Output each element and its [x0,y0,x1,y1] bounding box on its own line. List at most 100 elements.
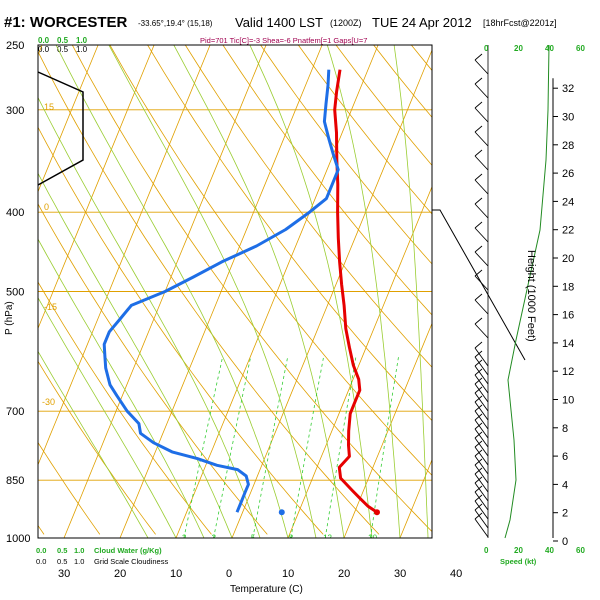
wind-barb [474,203,489,219]
dry-adiabat [38,126,324,535]
height-tick-label: 2 [562,508,568,520]
wind-speed-tick-bottom: 0 [484,546,489,555]
cloud-tick-top: 1.0 [76,45,88,54]
height-tick-label: 8 [562,423,568,435]
cloud-tick-bottom: 0.5 [57,557,67,566]
wind-barb [474,299,489,315]
moist-adiabat [393,45,429,538]
isotherm-line [38,45,211,466]
temperature-tick-label: 10 [170,568,182,580]
wind-barb-flag [474,77,483,85]
height-tick-label: 22 [562,225,574,237]
height-tick-label: 32 [562,83,574,95]
wind-barb-flag [474,440,483,448]
temperature-tick-label: 10 [282,568,294,580]
dry-adiabat [38,360,156,535]
wind-barb [474,392,489,412]
wind-barb-flag [474,503,483,511]
wind-barb-flag [474,149,483,157]
moist-adiabat [108,45,317,538]
height-axis-title: Height (1000 Feet) [525,250,537,342]
isotherm-line [38,45,99,193]
wind-speed-tick-top: 20 [514,44,523,53]
cloud-tick-top-green: 0.0 [38,36,50,45]
height-tick-label: 26 [562,168,574,180]
wind-barb [474,131,489,147]
pressure-tick-label: 300 [6,105,24,117]
y-axis-title: P (hPa) [4,301,15,335]
wind-barb-flag [474,494,483,502]
isotherm-line [175,45,379,538]
wind-barb [474,347,489,367]
cloud-tick-bottom-green: 1.0 [74,546,84,555]
sounding-profiles [102,69,380,516]
isotherm-label: -15 [44,302,57,312]
wind-speed-tick-top: 60 [576,44,585,53]
isotherm-line [63,45,267,538]
isotherm-line [399,458,432,538]
pressure-tick-label: 400 [6,207,24,219]
stability-indices: Pid=701 Tic[C]=-3 Shea=-6 Pnatfem[=1 Gap… [200,36,367,45]
wind-speed-profile [504,44,550,539]
temperature-tick-label: 20 [338,568,350,580]
wind-speed-tick-top: 0 [484,44,489,53]
wind-barb [474,83,489,99]
mixing-ratio-line [213,356,252,538]
wind-barb [474,107,489,123]
valid-time: Valid 1400 LST [235,15,323,30]
wind-barb [474,410,489,430]
wind-barb-flag [474,350,483,358]
wind-barb-flag [474,458,483,466]
temperature-tick-label: 30 [58,568,70,580]
plot-border [37,44,433,539]
bottom-legend: 0.0 0.5 1.0 Cloud Water (g/Kg) 0.0 0.5 1… [36,546,537,595]
wind-barb-flag [474,293,483,301]
height-tick-label: 4 [562,479,568,491]
cloud-tick-bottom-green: 0.5 [57,546,67,555]
wind-barb [474,500,489,520]
moist-adiabat [38,238,205,538]
isotherm-label: 15 [44,102,54,112]
mixing-ratio-label: 5 [251,534,256,543]
wind-barb-flag [474,269,483,277]
wind-barb [474,323,489,339]
wind-barb-flag [474,317,483,325]
wind-barb-flag [474,53,483,61]
height-tick-label: 28 [562,140,574,152]
moist-adiabat [38,172,233,538]
wind-barb [474,227,489,243]
height-tick-label: 18 [562,281,574,293]
dry-adiabat [38,441,101,535]
height-tick-label: 20 [562,253,574,265]
wind-barb [474,383,489,403]
wind-barb [474,428,489,448]
isotherm-label: -30 [42,397,55,407]
wind-barb-flag [474,368,483,376]
wind-barb-flag [474,485,483,493]
mixing-ratio-label: 3 [212,534,217,543]
wind-barb-flag [474,386,483,394]
cloud-tick-top-green: 1.0 [76,36,88,45]
dry-adiabat [38,281,212,535]
cloud-tick-bottom: 1.0 [74,557,84,566]
moist-adiabat [38,96,261,538]
mixing-ratio-label: 8 [289,534,294,543]
wind-barb-flag [474,125,483,133]
height-tick-label: 14 [562,338,574,350]
dry-adiabat [487,45,600,534]
grid-scale-label: Grid Scale Cloudiness [94,557,168,566]
x-axis-title: Temperature (C) [230,584,303,595]
cloud-fraction-profile [37,71,84,186]
moist-adiabat [326,45,401,538]
wind-barb-flag [474,512,483,520]
wind-speed-tick-bottom: 20 [514,546,523,555]
surface-temperature-marker [373,509,380,516]
cloud-tick-top-green: 0.5 [57,36,69,45]
wind-barb [474,275,489,291]
wind-barb-flag [474,431,483,439]
cloud-fraction-top-ticks: 0.0 0.5 1.0 0.0 0.5 1.0 [38,36,88,54]
temperature-tick-label: 20 [114,568,126,580]
